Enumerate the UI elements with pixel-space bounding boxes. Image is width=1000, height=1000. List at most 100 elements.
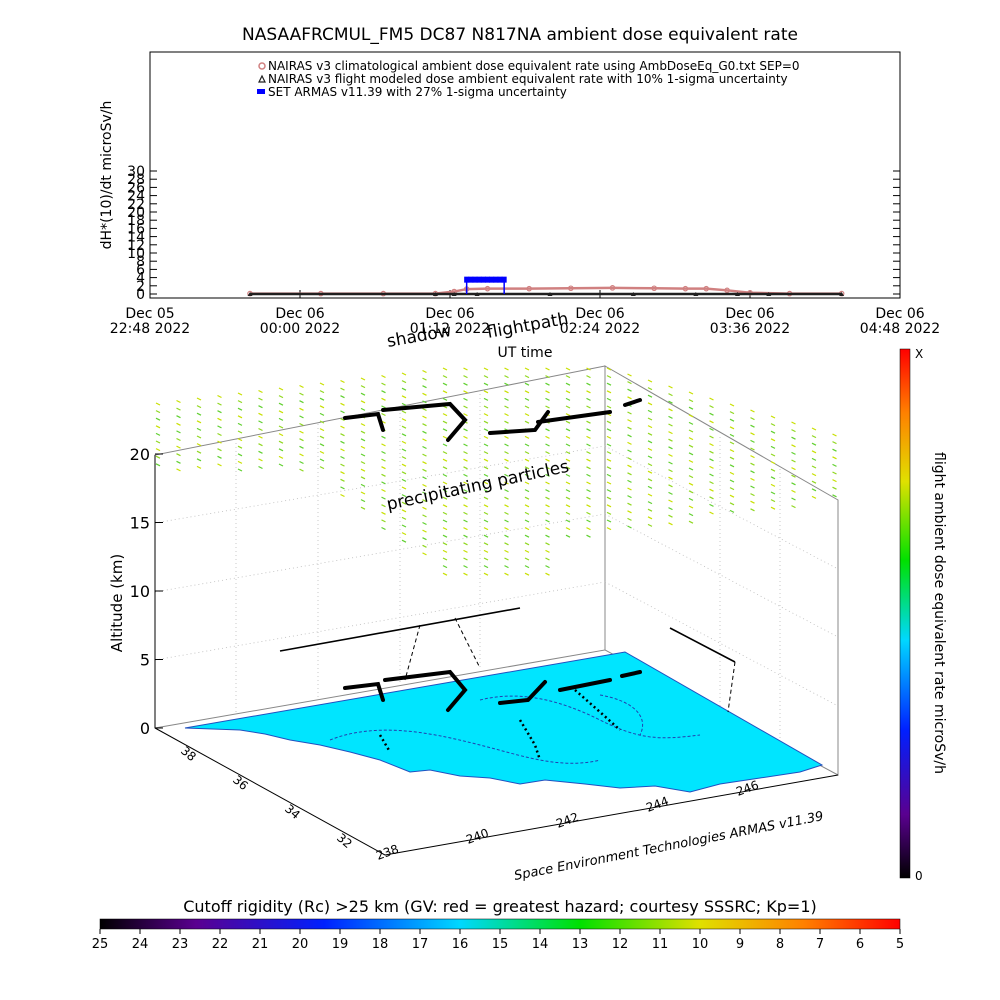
particle-dash xyxy=(791,474,796,478)
flightpath-segment-2 xyxy=(381,401,468,442)
particle-dash xyxy=(586,481,591,485)
particle-dash xyxy=(524,542,530,546)
wall-projection-right xyxy=(669,627,736,663)
particle-dash xyxy=(422,415,427,419)
particle-dash xyxy=(606,511,612,515)
particle-dash xyxy=(442,542,448,546)
y-tick-label: 10 xyxy=(127,246,145,262)
particle-dash xyxy=(422,438,427,442)
particle-dash xyxy=(360,499,366,503)
particle-dash xyxy=(770,506,776,510)
shadow-segment-3 xyxy=(498,680,547,705)
gridline-z10-right xyxy=(604,513,839,638)
y-tick-label: 18 xyxy=(127,213,145,229)
particle-dash xyxy=(688,475,694,479)
particle-dash xyxy=(545,519,550,523)
particle-dash xyxy=(729,502,735,506)
particle-dash xyxy=(647,493,653,497)
particle-dash xyxy=(422,468,427,472)
particle-dash xyxy=(463,382,468,386)
colorbar-tick-label: 23 xyxy=(172,937,189,952)
particle-dash xyxy=(463,549,468,553)
x-tick-date: Dec 05 xyxy=(125,306,174,322)
particle-dash xyxy=(545,549,550,553)
particle-dash xyxy=(709,427,714,431)
data-point xyxy=(724,287,730,294)
data-point xyxy=(468,276,474,283)
particle-dash xyxy=(422,400,427,404)
flightpath-segment-3 xyxy=(488,410,550,435)
particle-dash xyxy=(422,392,427,396)
particle-dash xyxy=(524,405,530,409)
colorbar-bottom: Cutoff rigidity (Rc) >25 km (GV: red = g… xyxy=(92,897,904,952)
data-point xyxy=(526,285,532,292)
particle-dash xyxy=(299,407,304,411)
particle-dash xyxy=(668,476,673,480)
particle-dash xyxy=(237,460,243,464)
particle-dash xyxy=(196,458,202,462)
particle-dash xyxy=(401,372,407,376)
particle-dash xyxy=(524,519,530,523)
data-point xyxy=(480,276,486,283)
particle-dash xyxy=(483,542,489,546)
particle-dash xyxy=(647,516,653,520)
latitude-ticks: 38 36 34 32 xyxy=(178,744,355,852)
particle-dash xyxy=(258,427,263,432)
particle-dash xyxy=(627,381,632,385)
particle-dash xyxy=(504,565,509,569)
data-point xyxy=(630,292,636,296)
particle-dash xyxy=(422,537,427,541)
legend-label-nairas-flight: NAIRAS v3 flight modeled dose ambient eq… xyxy=(268,72,788,86)
particle-dash xyxy=(545,572,550,576)
colorbar-tick-label: 8 xyxy=(776,937,784,952)
particle-dash xyxy=(422,461,427,465)
particle-dash xyxy=(565,397,571,401)
particle-dash xyxy=(217,463,222,467)
colorbar-tick-label: 13 xyxy=(572,937,589,952)
particle-dash xyxy=(647,455,653,459)
particle-dash xyxy=(463,397,468,401)
particle-dash xyxy=(647,501,653,505)
particle-dash xyxy=(237,407,243,411)
particle-dash xyxy=(545,390,550,394)
particle-dash xyxy=(299,438,304,442)
particle-dash xyxy=(442,481,448,485)
particle-dash xyxy=(463,451,468,455)
particle-dash xyxy=(668,415,673,419)
x-tick-date: Dec 06 xyxy=(275,306,324,322)
colorbar-tick-label: 17 xyxy=(412,937,429,952)
particle-dash xyxy=(381,496,386,500)
particle-dash xyxy=(237,468,243,472)
particle-dash xyxy=(401,425,407,429)
particle-dash xyxy=(811,435,817,439)
particle-dash xyxy=(504,534,509,538)
particle-dash xyxy=(545,466,550,470)
particle-dash xyxy=(196,450,202,454)
particle-dash xyxy=(545,443,550,447)
colorbar-tick-label: 10 xyxy=(692,937,709,952)
particle-dash xyxy=(442,519,448,523)
particle-dash xyxy=(442,451,448,455)
particle-dash xyxy=(586,367,591,371)
particle-dash xyxy=(606,428,612,432)
particle-dash xyxy=(381,473,386,477)
particle-dash xyxy=(545,458,550,462)
longitude-tick-label: 238 xyxy=(374,842,400,863)
particle-dash xyxy=(545,435,550,439)
particle-dash xyxy=(155,417,161,421)
particle-dash xyxy=(524,572,530,576)
particle-dash xyxy=(688,444,694,448)
particle-dash xyxy=(463,405,468,409)
wall-projection-left-drop xyxy=(404,617,481,681)
particle-dash xyxy=(647,470,653,474)
particle-dash xyxy=(422,385,427,389)
particle-dash xyxy=(504,413,509,417)
particle-dash xyxy=(709,465,714,469)
particle-dash xyxy=(729,426,735,430)
data-point xyxy=(485,276,490,283)
particle-dash xyxy=(463,443,468,447)
ground-track xyxy=(378,689,621,761)
particle-dash xyxy=(606,466,612,470)
